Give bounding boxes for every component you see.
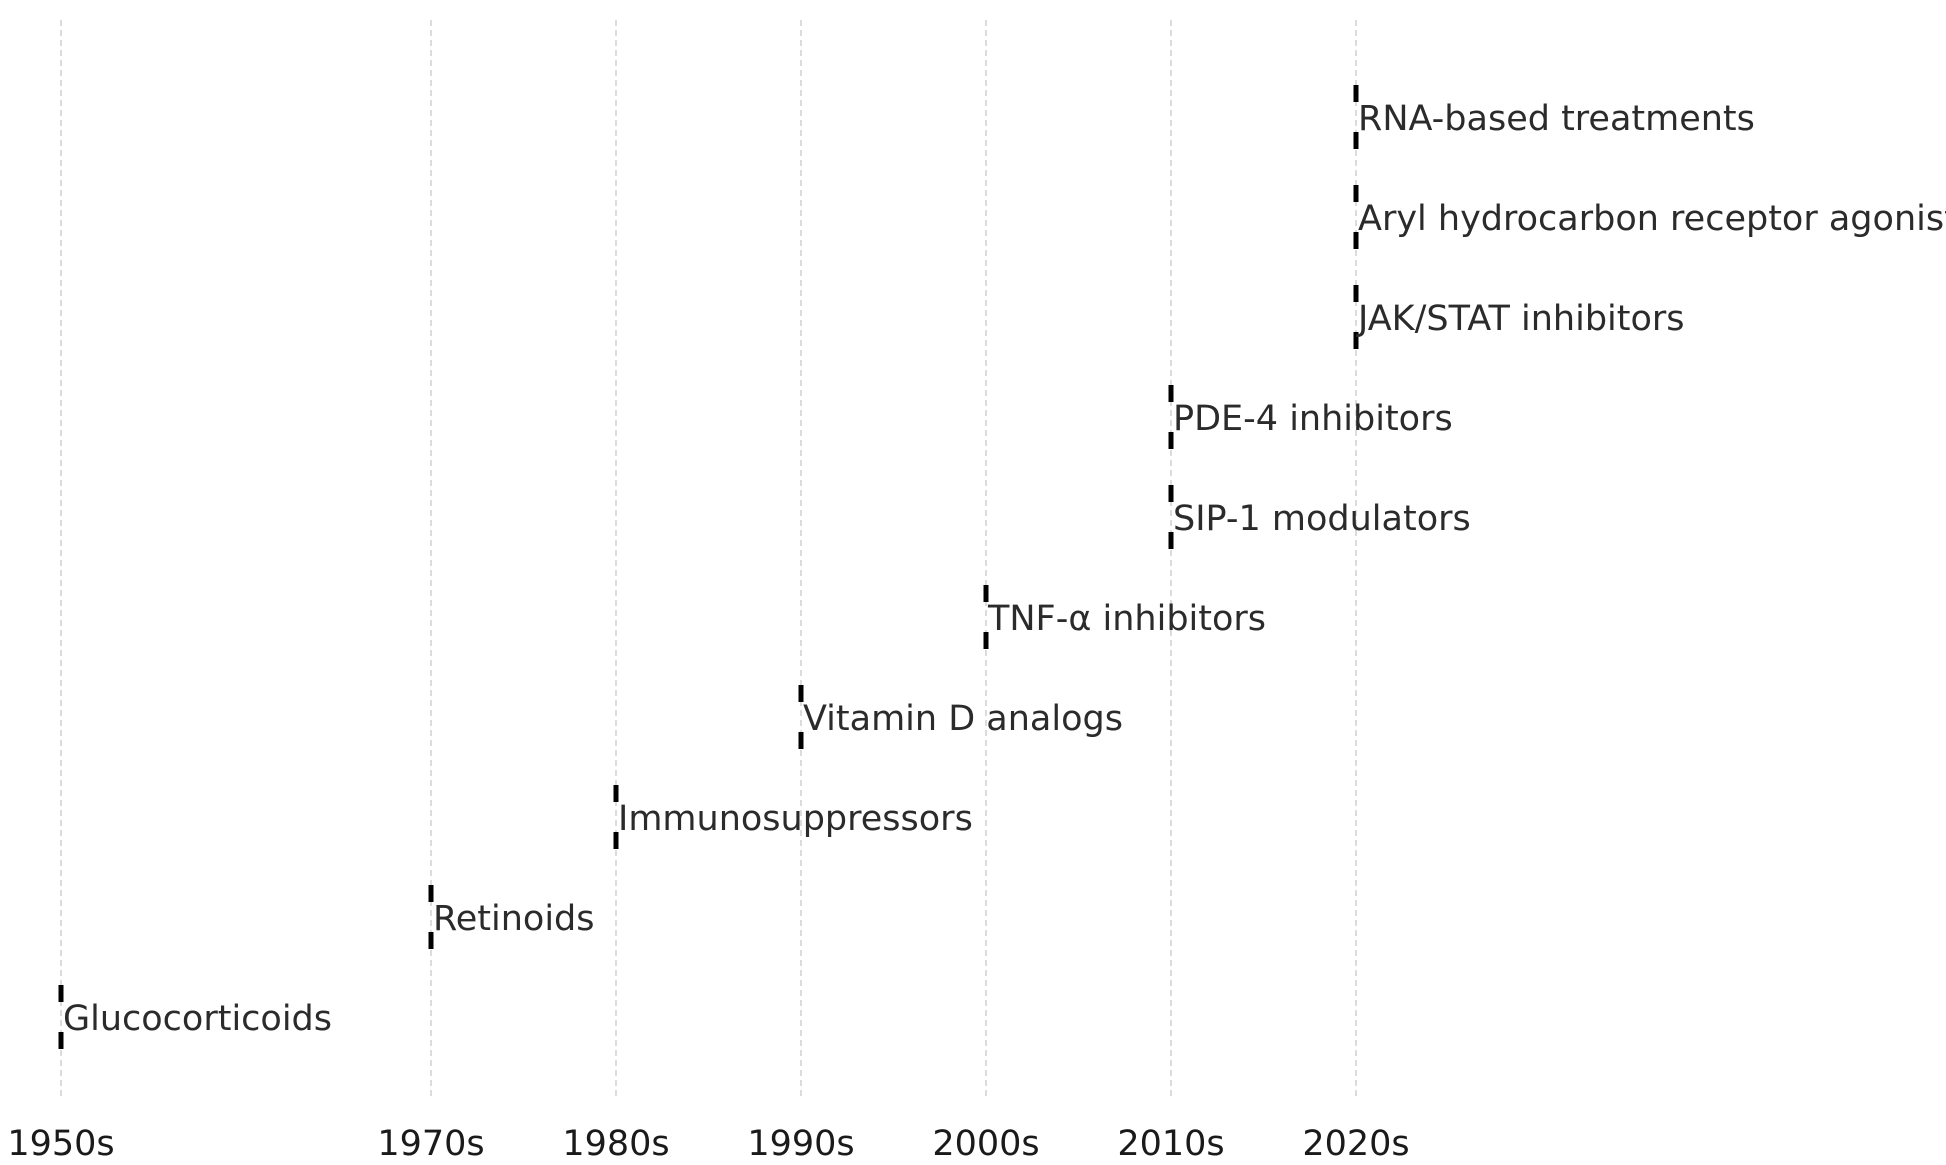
x-tick-label: 2000s [932, 1124, 1039, 1164]
timeline-event: PDE-4 inhibitors [1168, 385, 1453, 451]
event-label: SIP-1 modulators [1173, 499, 1471, 539]
x-tick-label: 1950s [7, 1124, 114, 1164]
timeline-event: Immunosuppressors [613, 785, 973, 851]
x-tick-label: 1980s [562, 1124, 669, 1164]
event-label: Aryl hydrocarbon receptor agonists [1358, 199, 1946, 239]
timeline-event: SIP-1 modulators [1168, 485, 1471, 551]
timeline-event: Vitamin D analogs [798, 685, 1123, 751]
x-tick-label: 2010s [1117, 1124, 1224, 1164]
x-tick-label: 2020s [1302, 1124, 1409, 1164]
timeline-event: RNA-based treatments [1353, 85, 1755, 151]
x-tick-label: 1990s [747, 1124, 854, 1164]
timeline-event: Retinoids [428, 885, 595, 951]
gridlines [60, 20, 1357, 1100]
x-axis-ticks: 1950s 1970s 1980s 1990s 2000s 2010s 2020s [7, 1124, 1409, 1164]
event-label: PDE-4 inhibitors [1173, 399, 1453, 439]
x-tick-label: 1970s [377, 1124, 484, 1164]
timeline-event: Glucocorticoids [58, 985, 332, 1051]
event-label: TNF-α inhibitors [987, 599, 1266, 639]
timeline-event: TNF-α inhibitors [983, 585, 1266, 651]
event-label: Immunosuppressors [618, 799, 973, 839]
event-label: Vitamin D analogs [803, 699, 1123, 739]
event-label: Retinoids [433, 899, 595, 939]
event-label: Glucocorticoids [63, 999, 332, 1039]
event-label: JAK/STAT inhibitors [1356, 299, 1685, 339]
event-label: RNA-based treatments [1358, 99, 1755, 139]
timeline-events: Glucocorticoids Retinoids Immunosuppressor… [58, 85, 1946, 1051]
timeline-event: JAK/STAT inhibitors [1353, 285, 1685, 351]
timeline-event: Aryl hydrocarbon receptor agonists [1353, 185, 1946, 251]
